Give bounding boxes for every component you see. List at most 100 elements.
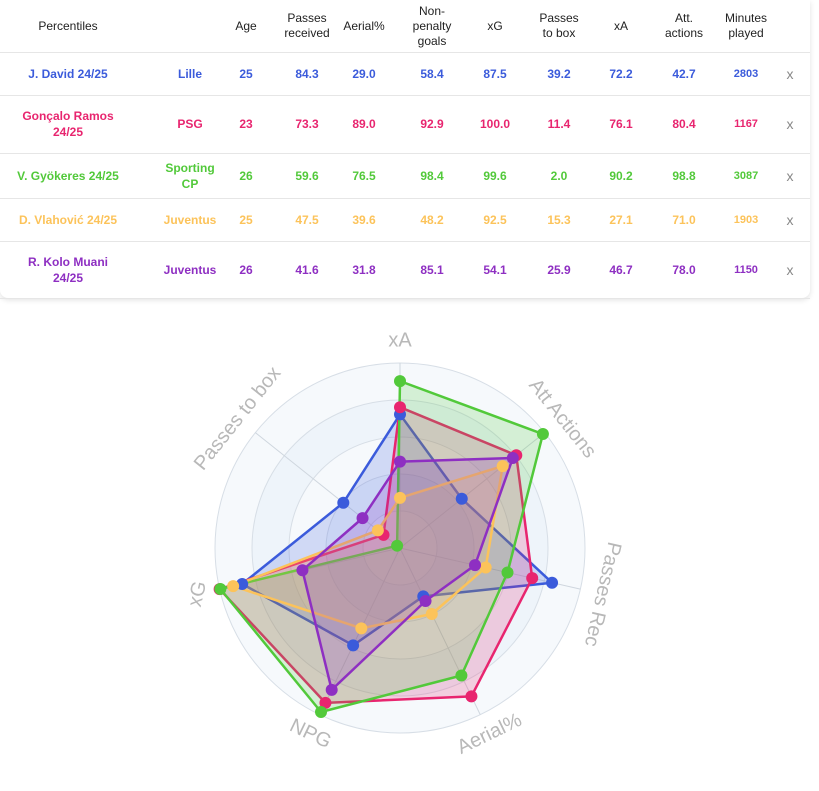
header-xg[interactable]: xG bbox=[487, 18, 503, 33]
cell-age: 25 bbox=[239, 66, 253, 81]
table-row: R. Kolo Muani 24/25 Juventus 26 41.6 31.8 85.… bbox=[0, 241, 810, 299]
data-point[interactable] bbox=[526, 572, 539, 585]
cell-passes_received: 47.5 bbox=[295, 212, 319, 227]
cell-xg: 87.5 bbox=[483, 66, 507, 81]
cell-club: PSG bbox=[177, 117, 203, 131]
cell-passes_received: 84.3 bbox=[295, 66, 319, 81]
header-passes_box[interactable]: Passes to box bbox=[539, 11, 579, 40]
data-point[interactable] bbox=[296, 564, 309, 577]
cell-npg: 58.4 bbox=[420, 66, 444, 81]
data-point[interactable] bbox=[356, 512, 369, 525]
cell-name: J. David 24/25 bbox=[28, 66, 108, 81]
data-point[interactable] bbox=[347, 639, 360, 652]
series-area bbox=[301, 456, 515, 692]
data-point[interactable] bbox=[355, 622, 368, 635]
remove-player-button[interactable]: x bbox=[786, 211, 794, 228]
cell-passes_received: 41.6 bbox=[295, 262, 319, 277]
header-npg[interactable]: Non- penalty goals bbox=[412, 3, 452, 48]
cell-passes_box: 39.2 bbox=[547, 66, 571, 81]
axis-spoke bbox=[399, 547, 481, 715]
axis-label: xA bbox=[388, 329, 412, 351]
cell-minutes: 1167 bbox=[734, 118, 758, 130]
data-point[interactable] bbox=[325, 683, 338, 696]
data-point[interactable] bbox=[425, 608, 438, 621]
cell-aerial: 29.0 bbox=[352, 66, 376, 81]
cell-att_actions: 80.4 bbox=[672, 117, 696, 131]
data-point[interactable] bbox=[214, 583, 227, 596]
cell-aerial: 89.0 bbox=[352, 117, 376, 131]
remove-player-button[interactable]: x bbox=[786, 167, 794, 184]
cell-xa: 72.2 bbox=[609, 66, 633, 81]
table-row: J. David 24/25 Lille 25 84.3 29.0 58.4 87.5 39.… bbox=[0, 52, 810, 96]
data-point[interactable] bbox=[455, 669, 468, 682]
data-point[interactable] bbox=[536, 428, 549, 441]
cell-aerial: 39.6 bbox=[352, 212, 376, 227]
cell-name: D. Vlahović 24/25 bbox=[18, 212, 118, 227]
cell-minutes: 2803 bbox=[733, 67, 759, 80]
data-point[interactable] bbox=[227, 580, 240, 593]
data-point[interactable] bbox=[394, 455, 406, 468]
header-aerial[interactable]: Aerial% bbox=[343, 18, 385, 33]
data-point[interactable] bbox=[315, 706, 328, 719]
data-point[interactable] bbox=[371, 524, 384, 537]
cell-att_actions: 71.0 bbox=[672, 212, 696, 227]
cell-npg: 85.1 bbox=[420, 262, 444, 277]
cell-age: 26 bbox=[239, 262, 253, 277]
axis-label: NPG bbox=[286, 715, 335, 754]
data-point[interactable] bbox=[546, 576, 559, 589]
cell-age: 26 bbox=[239, 168, 253, 183]
cell-age: 25 bbox=[239, 212, 253, 227]
data-point[interactable] bbox=[469, 559, 482, 572]
data-point[interactable] bbox=[455, 492, 468, 505]
cell-xa: 27.1 bbox=[609, 212, 633, 227]
data-point[interactable] bbox=[391, 539, 404, 552]
header-name[interactable]: Percentiles bbox=[38, 18, 98, 33]
table-header: Percentiles Age Passes received Aerial% Non-… bbox=[0, 0, 810, 53]
data-point[interactable] bbox=[506, 452, 519, 465]
data-point[interactable] bbox=[394, 375, 406, 388]
cell-passes_box: 11.4 bbox=[547, 117, 571, 131]
data-point[interactable] bbox=[501, 566, 514, 579]
cell-minutes: 1150 bbox=[734, 263, 758, 276]
series-area bbox=[219, 379, 545, 714]
header-club[interactable] bbox=[150, 0, 230, 52]
data-point[interactable] bbox=[236, 578, 249, 591]
data-point[interactable] bbox=[419, 595, 432, 608]
header-att_actions[interactable]: Att. actions bbox=[664, 11, 704, 40]
data-point[interactable] bbox=[394, 491, 406, 504]
cell-att_actions: 98.8 bbox=[672, 168, 696, 183]
data-point[interactable] bbox=[479, 561, 492, 574]
data-point[interactable] bbox=[394, 401, 406, 414]
table-row: V. Gyökeres 24/25 Sporting CP 26 59.6 76.5 98… bbox=[0, 153, 810, 199]
cell-xa: 76.1 bbox=[609, 117, 633, 131]
remove-player-button[interactable]: x bbox=[786, 65, 794, 82]
data-point[interactable] bbox=[337, 496, 350, 509]
header-xa[interactable]: xA bbox=[613, 18, 628, 33]
header-age[interactable]: Age bbox=[235, 18, 257, 33]
cell-xg: 100.0 bbox=[479, 117, 511, 131]
cell-minutes: 1903 bbox=[733, 213, 759, 226]
remove-player-button[interactable]: x bbox=[786, 261, 794, 278]
data-point[interactable] bbox=[496, 460, 509, 473]
cell-att_actions: 78.0 bbox=[672, 262, 696, 277]
percentiles-table: Percentiles Age Passes received Aerial% Non-… bbox=[0, 0, 810, 299]
data-point[interactable] bbox=[465, 690, 478, 703]
table-row: Gonçalo Ramos 24/25 PSG 23 73.3 89.0 92.9 100.… bbox=[0, 95, 810, 154]
cell-passes_box: 15.3 bbox=[547, 212, 571, 227]
table-row: D. Vlahović 24/25 Juventus 25 47.5 39.6 48.2 9… bbox=[0, 198, 810, 242]
cell-aerial: 31.8 bbox=[352, 262, 376, 277]
header-passes_received[interactable]: Passes received bbox=[284, 11, 330, 40]
header-minutes[interactable]: Minutes played bbox=[724, 11, 768, 40]
remove-player-button[interactable]: x bbox=[786, 116, 794, 132]
cell-passes_box: 25.9 bbox=[547, 262, 571, 277]
series-area bbox=[231, 464, 504, 630]
data-point[interactable] bbox=[319, 696, 332, 709]
cell-npg: 98.4 bbox=[420, 168, 444, 183]
cell-club: Lille bbox=[177, 66, 202, 81]
cell-passes_received: 59.6 bbox=[295, 168, 319, 183]
cell-club: Juventus bbox=[163, 262, 217, 277]
cell-xg: 54.1 bbox=[483, 262, 507, 277]
cell-club: Juventus bbox=[163, 212, 217, 227]
cell-minutes: 3087 bbox=[733, 169, 759, 182]
